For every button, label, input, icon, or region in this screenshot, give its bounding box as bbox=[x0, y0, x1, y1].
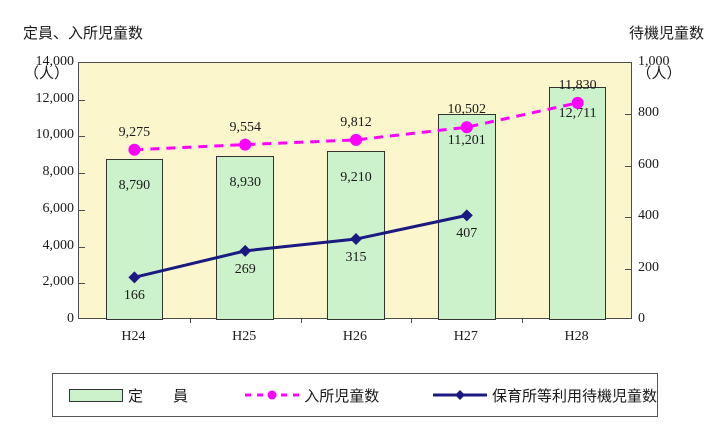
left-axis-tick-label: 2,000 bbox=[42, 274, 75, 290]
waiting-children-line bbox=[134, 213, 468, 279]
right-axis-tick bbox=[625, 114, 631, 116]
right-axis-tick-label: 400 bbox=[638, 208, 659, 224]
right-axis-tick bbox=[625, 165, 631, 167]
bar-swatch-icon bbox=[69, 388, 123, 402]
right-axis-title: 待機児童数 （人） bbox=[614, 4, 704, 124]
bar-value-label: 8,790 bbox=[118, 177, 151, 193]
bar-value-label: 12,711 bbox=[558, 105, 597, 121]
enrolled-children-marker bbox=[128, 143, 141, 156]
legend-item-enrolled: 入所児童数 bbox=[245, 385, 379, 406]
right-axis-tick-label: 800 bbox=[638, 105, 659, 121]
legend-item-waiting: 保育所等利用待機児童数 bbox=[432, 385, 657, 406]
x-axis-tick-label: H26 bbox=[342, 329, 368, 344]
dashed-line-circle-marker-icon bbox=[245, 388, 300, 402]
left-axis-tick-label: 6,000 bbox=[42, 200, 75, 216]
x-axis-tick-label: H24 bbox=[121, 329, 146, 344]
left-axis-tick bbox=[79, 246, 85, 248]
left-axis-tick bbox=[79, 173, 85, 175]
bar bbox=[548, 86, 607, 320]
enrolled-children-value-label: 11,830 bbox=[558, 77, 597, 93]
legend-item-capacity: 定 員 bbox=[69, 385, 188, 406]
x-axis-tick bbox=[300, 318, 302, 323]
left-axis-tick-label: 0 bbox=[67, 311, 74, 326]
bar-value-label: 11,201 bbox=[447, 133, 486, 149]
legend-label-waiting: 保育所等利用待機児童数 bbox=[491, 388, 657, 405]
right-axis-tick bbox=[625, 217, 631, 219]
left-axis-unit: （人） bbox=[24, 66, 70, 82]
legend-label-enrolled: 入所児童数 bbox=[304, 388, 380, 405]
waiting-children-markers bbox=[128, 209, 473, 284]
enrolled-children-marker bbox=[239, 138, 252, 151]
plot-inner: 8,790 8,930 9,210 11,201 12,711 9,275 9,554 9,… bbox=[79, 63, 631, 323]
enrolled-children-value-label: 9,275 bbox=[118, 124, 151, 140]
x-axis-tick bbox=[522, 318, 524, 323]
x-axis-tick-label: H28 bbox=[564, 329, 589, 344]
bar-value-label: 9,210 bbox=[340, 169, 372, 185]
left-axis-tick-label: 10,000 bbox=[35, 127, 75, 143]
legend-row: 定 員 入所児童数 bbox=[53, 374, 657, 416]
waiting-children-value-label: 407 bbox=[456, 226, 478, 242]
x-axis-tick bbox=[411, 318, 413, 323]
left-axis-tick bbox=[79, 283, 85, 285]
right-axis-tick-label: 0 bbox=[638, 311, 645, 326]
enrolled-children-value-label: 9,554 bbox=[229, 119, 261, 135]
left-axis-title-text: 定員、入所児童数 bbox=[23, 26, 144, 42]
waiting-children-value-label: 269 bbox=[234, 261, 256, 277]
enrolled-children-marker bbox=[350, 133, 362, 146]
right-axis-tick bbox=[625, 268, 631, 270]
bar-value-label: 8,930 bbox=[229, 175, 261, 191]
left-axis-tick-label: 14,000 bbox=[35, 54, 75, 69]
x-axis-tick bbox=[189, 318, 191, 323]
left-axis-tick-label: 12,000 bbox=[35, 90, 75, 106]
left-axis-tick bbox=[79, 99, 85, 101]
right-axis-title-text: 待機児童数 bbox=[628, 26, 704, 42]
left-axis-tick-label: 8,000 bbox=[42, 164, 75, 180]
x-axis-tick-label: H27 bbox=[453, 329, 478, 344]
plot-area: 8,790 8,930 9,210 11,201 12,711 9,275 9,554 9,… bbox=[78, 62, 632, 323]
waiting-children-value-label: 315 bbox=[345, 250, 367, 266]
x-axis-tick-label: H25 bbox=[232, 329, 257, 344]
right-axis-unit: （人） bbox=[636, 66, 682, 82]
right-axis-tick-label: 1,000 bbox=[638, 54, 670, 69]
solid-line-diamond-marker-icon bbox=[432, 388, 487, 402]
waiting-children-value-label: 166 bbox=[123, 288, 145, 304]
legend-label-capacity: 定 員 bbox=[128, 388, 189, 405]
left-axis-tick bbox=[79, 136, 85, 138]
enrolled-children-value-label: 10,502 bbox=[447, 102, 487, 118]
left-axis-tick bbox=[79, 209, 85, 211]
legend: 定 員 入所児童数 bbox=[52, 373, 658, 417]
enrolled-children-value-label: 9,812 bbox=[340, 114, 372, 130]
right-axis-tick-label: 200 bbox=[638, 259, 659, 275]
left-axis-title: 定員、入所児童数 （人） bbox=[8, 4, 143, 124]
left-axis-tick-label: 4,000 bbox=[42, 237, 75, 253]
right-axis-tick-label: 600 bbox=[638, 156, 659, 172]
